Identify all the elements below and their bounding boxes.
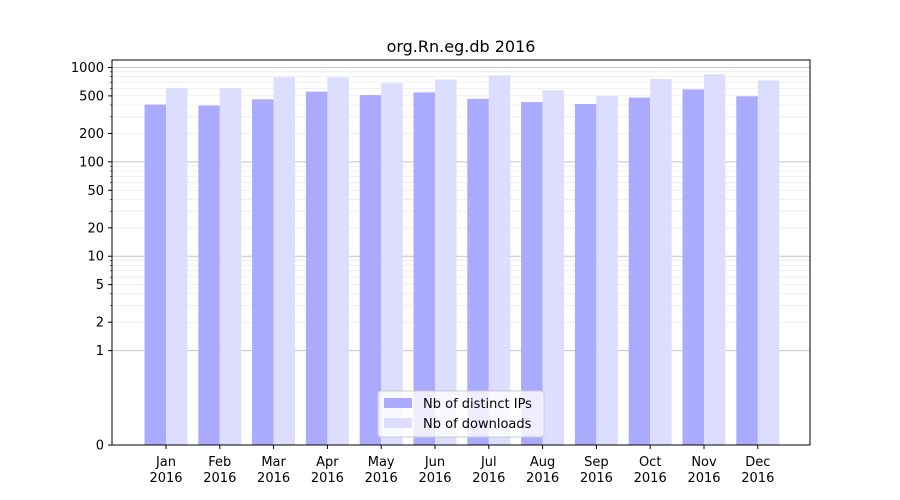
bar	[574, 104, 597, 445]
x-tick-label-month: Oct	[639, 455, 661, 470]
x-tick-label-year: 2016	[365, 471, 398, 486]
y-tick-label: 1000	[71, 61, 104, 76]
x-tick-label-year: 2016	[257, 471, 290, 486]
y-tick-label: 5	[96, 278, 104, 293]
bar	[704, 74, 726, 445]
x-tick-label-month: Feb	[208, 455, 231, 470]
y-tick-label: 0	[96, 439, 104, 454]
plot-frame	[111, 59, 811, 446]
bar	[488, 75, 511, 446]
legend-swatch	[384, 398, 412, 408]
x-tick-label-year: 2016	[311, 471, 344, 486]
bars-layer	[144, 74, 780, 446]
x-tick-label-year: 2016	[634, 471, 667, 486]
bar	[413, 92, 435, 445]
y-tick-label: 20	[87, 221, 104, 236]
x-tick-label-month: Mar	[261, 455, 286, 470]
x-tick-label-month: Jun	[424, 455, 445, 470]
x-tick-label-year: 2016	[203, 471, 236, 486]
x-tick-label-month: Nov	[691, 455, 717, 470]
bar	[381, 83, 403, 446]
bar	[144, 104, 166, 446]
bar	[467, 98, 489, 445]
x-tick-label-month: Dec	[745, 455, 770, 470]
x-tick-label-year: 2016	[149, 471, 182, 486]
legend-box	[377, 390, 545, 438]
bar	[542, 90, 565, 445]
x-tick-label-year: 2016	[526, 471, 559, 486]
y-tick-label: 500	[79, 89, 104, 104]
x-tick-label-year: 2016	[741, 471, 774, 486]
y-tick-label: 200	[79, 127, 104, 142]
x-tick-label-month: Jan	[155, 455, 176, 470]
y-tick-label: 1	[96, 344, 104, 359]
chart-title: org.Rn.eg.db 2016	[387, 37, 536, 56]
x-tick-label-month: Sep	[584, 455, 609, 470]
legend: Nb of distinct IPs Nb of downloads	[377, 390, 545, 438]
y-tick-label: 10	[87, 250, 104, 265]
legend-label: Nb of downloads	[423, 417, 532, 432]
axes-layer: 01251020501002005001000Jan2016Feb2016Mar…	[71, 59, 811, 486]
x-tick-label-month: Aug	[530, 455, 555, 470]
bar	[736, 96, 758, 445]
y-tick-label: 100	[79, 155, 104, 170]
bar	[198, 105, 220, 445]
bar	[252, 99, 274, 446]
bar	[273, 77, 296, 446]
bar	[327, 77, 349, 446]
bar	[628, 97, 651, 445]
bar	[757, 80, 780, 445]
bar	[359, 95, 382, 446]
x-tick-label-month: May	[368, 455, 395, 470]
bar	[682, 89, 704, 446]
x-tick-label-year: 2016	[580, 471, 613, 486]
bar	[596, 95, 618, 446]
y-tick-label: 50	[87, 184, 104, 199]
x-tick-label-year: 2016	[687, 471, 720, 486]
x-tick-label-year: 2016	[472, 471, 505, 486]
legend-label: Nb of distinct IPs	[423, 397, 532, 412]
bar	[305, 91, 328, 446]
x-tick-label-month: Apr	[316, 455, 339, 470]
y-tick-label: 2	[96, 316, 104, 331]
bar	[435, 79, 457, 445]
x-tick-label-month: Jul	[480, 455, 497, 470]
x-tick-label-year: 2016	[418, 471, 451, 486]
bar	[166, 88, 188, 446]
bar	[650, 78, 672, 445]
legend-swatch	[384, 418, 412, 428]
bar	[521, 102, 543, 445]
bar	[219, 88, 242, 446]
